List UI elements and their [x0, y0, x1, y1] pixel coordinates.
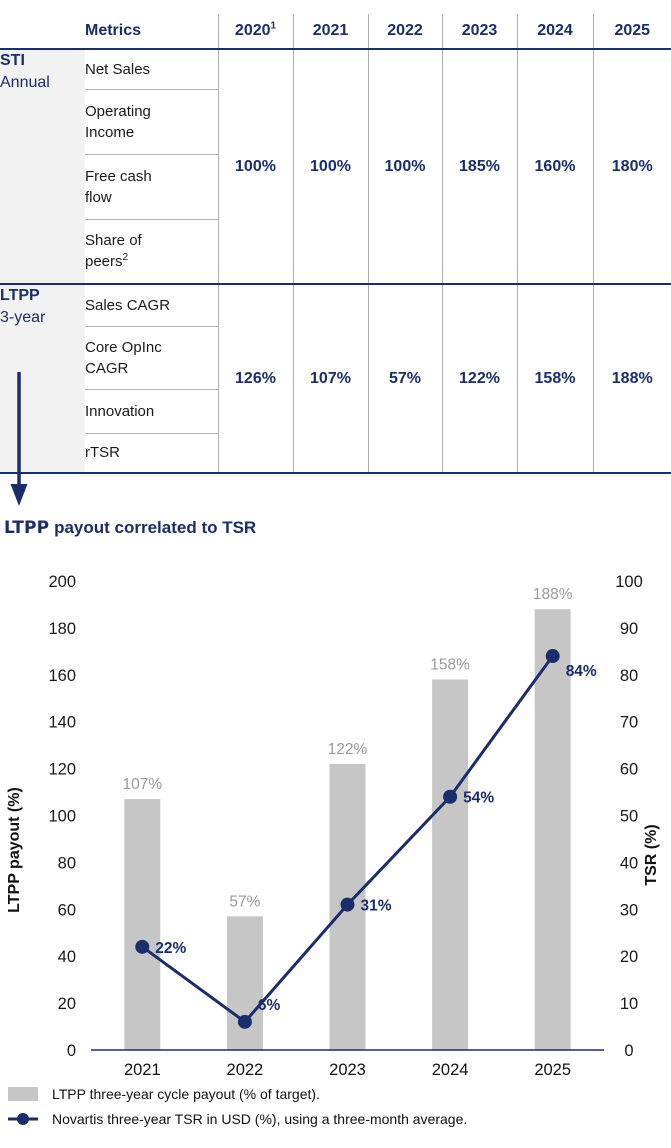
svg-text:31%: 31%: [361, 898, 392, 915]
year-header-2020: 20201: [217, 14, 293, 50]
svg-text:80: 80: [620, 667, 638, 685]
table-row: Operating Income: [0, 89, 671, 155]
table-row: Innovation: [0, 389, 671, 434]
table-row: Core OpInc CAGR: [0, 326, 671, 390]
table-header-row: Metrics 20201 2021 2022 2023 2024 2025: [0, 14, 671, 50]
svg-text:60: 60: [58, 901, 76, 919]
year-header-2025: 2025: [592, 14, 671, 50]
svg-text:188%: 188%: [533, 586, 573, 603]
svg-text:0: 0: [624, 1042, 633, 1060]
legend-label: LTPP three-year cycle payout (% of targe…: [52, 1086, 320, 1102]
svg-text:122%: 122%: [328, 741, 368, 758]
footnote-sup: 1: [270, 20, 277, 32]
metric-cell-share-of-peers: Share of peers2: [85, 219, 219, 285]
svg-text:2024: 2024: [432, 1061, 469, 1079]
down-arrow-icon: [10, 372, 28, 506]
value-cell: 100%: [367, 49, 442, 285]
metrics-header: Metrics: [85, 14, 218, 50]
metric-cell-innovation: Innovation: [85, 389, 219, 434]
svg-text:50: 50: [620, 808, 638, 826]
line-dot-swatch-icon: [8, 1113, 38, 1125]
svg-text:120: 120: [48, 761, 76, 779]
group-cell-ltpp: LTPP 3-year: [0, 284, 85, 474]
svg-text:22%: 22%: [155, 940, 186, 957]
year-header-2021: 2021: [292, 14, 368, 50]
svg-text:200: 200: [48, 573, 76, 591]
svg-text:84%: 84%: [566, 663, 597, 680]
svg-text:TSR (%): TSR (%): [643, 824, 660, 885]
svg-text:107%: 107%: [122, 776, 162, 793]
svg-text:60: 60: [620, 761, 638, 779]
ltpp-tsr-chart: 0 20 40 60 80 100 120 140 160 180 200 0 10 20 30 40 50 60…: [6, 573, 660, 1079]
metric-cell-free-cash-flow: Free cash flow: [85, 154, 219, 220]
svg-text:40: 40: [58, 948, 76, 966]
table-row: STI Annual Net Sales 100% 100% 100% 185%…: [0, 49, 671, 285]
svg-text:80: 80: [58, 854, 76, 872]
svg-text:160: 160: [48, 667, 76, 685]
chart-legend: LTPP three-year cycle payout (% of targe…: [8, 1086, 467, 1136]
svg-text:0: 0: [67, 1042, 76, 1060]
svg-text:2025: 2025: [534, 1061, 571, 1079]
svg-text:2021: 2021: [124, 1061, 161, 1079]
value-cell: 100%: [292, 49, 368, 285]
table-row: Share of peers2: [0, 219, 671, 285]
corner-cell: [0, 14, 85, 50]
legend-item-line: Novartis three-year TSR in USD (%), usin…: [8, 1111, 467, 1127]
legend-item-bar: LTPP three-year cycle payout (% of targe…: [8, 1086, 467, 1102]
value-cell: 158%: [516, 284, 593, 474]
svg-text:40: 40: [620, 854, 638, 872]
year-header-2023: 2023: [441, 14, 517, 50]
svg-text:57%: 57%: [229, 893, 260, 910]
metric-cell-net-sales: Net Sales: [85, 49, 219, 90]
svg-text:140: 140: [48, 714, 76, 732]
svg-text:20: 20: [620, 948, 638, 966]
year-header-2024: 2024: [516, 14, 593, 50]
svg-text:10: 10: [620, 995, 638, 1013]
value-cell: 160%: [516, 49, 593, 285]
svg-text:70: 70: [620, 714, 638, 732]
svg-text:54%: 54%: [463, 790, 494, 807]
value-cell: 107%: [292, 284, 368, 474]
table-row: Free cash flow: [0, 154, 671, 220]
value-cell: 126%: [217, 284, 293, 474]
svg-text:90: 90: [620, 620, 638, 638]
svg-text:2022: 2022: [227, 1061, 264, 1079]
metric-cell-rtsr: rTSR: [85, 433, 219, 474]
svg-text:20: 20: [58, 995, 76, 1013]
value-cell: 57%: [367, 284, 442, 474]
svg-text:100: 100: [48, 808, 76, 826]
year-header-2022: 2022: [367, 14, 442, 50]
svg-text:100: 100: [615, 573, 643, 591]
legend-label: Novartis three-year TSR in USD (%), usin…: [52, 1111, 468, 1127]
metric-cell-sales-cagr: Sales CAGR: [85, 284, 219, 327]
bar-swatch-icon: [8, 1087, 38, 1101]
payout-table: Metrics 20201 2021 2022 2023 2024 2025 S…: [0, 14, 671, 474]
group-cell-sti: STI Annual: [0, 49, 85, 285]
metric-cell-operating-income: Operating Income: [85, 89, 219, 155]
table-row: LTPP 3-year Sales CAGR 126% 107% 57% 122…: [0, 284, 671, 474]
chart-title: LTPP payout correlated to TSR: [4, 518, 257, 538]
value-cell: 122%: [441, 284, 517, 474]
svg-text:2023: 2023: [329, 1061, 366, 1079]
table-row: rTSR: [0, 433, 671, 474]
svg-text:30: 30: [620, 901, 638, 919]
value-cell: 185%: [441, 49, 517, 285]
svg-text:180: 180: [48, 620, 76, 638]
svg-text:158%: 158%: [430, 656, 470, 673]
svg-text:LTPP payout (%): LTPP payout (%): [6, 787, 23, 913]
value-cell: 100%: [217, 49, 293, 285]
value-cell: 180%: [592, 49, 671, 285]
value-cell: 188%: [592, 284, 671, 474]
metric-cell-core-opinc-cagr: Core OpInc CAGR: [85, 326, 219, 390]
svg-text:6%: 6%: [258, 997, 281, 1014]
